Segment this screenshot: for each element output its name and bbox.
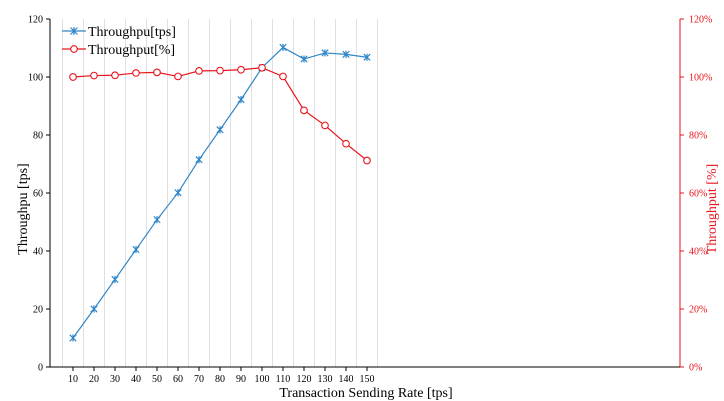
x-tick-label: 130 xyxy=(318,374,333,385)
right-tick-label: 20% xyxy=(689,305,707,316)
left-tick-label: 60 xyxy=(33,189,43,200)
series-throughput-tps xyxy=(69,43,371,342)
x-axis-title: Transaction Sending Rate [tps] xyxy=(279,386,452,401)
x-axis-ticks: 10 20 30 40 50 60 70 80 90 100 110 120 130 140 150 xyxy=(68,367,375,385)
data-point xyxy=(363,156,371,165)
left-tick-label: 20 xyxy=(33,305,43,316)
legend-item-throughput-tps: Throughpu[tps] xyxy=(62,25,176,40)
data-point xyxy=(237,65,245,74)
data-point xyxy=(342,139,350,148)
right-axis-title: Throughput [%] xyxy=(705,164,720,255)
data-point xyxy=(132,69,140,77)
data-point xyxy=(216,126,224,134)
data-point xyxy=(195,67,203,75)
left-tick-label: 120 xyxy=(28,15,43,26)
x-tick-label: 100 xyxy=(255,374,270,385)
left-tick-label: 100 xyxy=(28,73,43,84)
vertical-grid xyxy=(62,19,378,367)
series-line xyxy=(72,67,368,161)
legend-item-throughput-percent: Throughput[%] xyxy=(62,43,175,58)
right-tick-label: 60% xyxy=(689,189,707,200)
legend-circle-marker-icon xyxy=(70,45,78,53)
data-point xyxy=(195,156,203,164)
legend: Throughpu[tps] Throughput[%] xyxy=(62,25,176,58)
axes xyxy=(49,19,681,368)
right-tick-label: 120% xyxy=(689,15,712,26)
data-point xyxy=(321,49,329,57)
right-tick-label: 40% xyxy=(689,247,707,258)
data-point xyxy=(258,63,266,72)
x-tick-label: 90 xyxy=(236,374,246,385)
x-tick-label: 70 xyxy=(194,374,204,385)
data-point xyxy=(279,43,287,52)
x-tick-label: 150 xyxy=(360,374,375,385)
data-point xyxy=(153,68,161,77)
legend-star-marker-icon xyxy=(70,27,78,35)
x-tick-label: 40 xyxy=(131,374,141,385)
data-point xyxy=(279,72,287,81)
x-tick-label: 80 xyxy=(215,374,225,385)
data-point xyxy=(153,216,161,224)
right-tick-label: 80% xyxy=(689,131,707,142)
legend-label-throughput-percent: Throughput[%] xyxy=(88,43,175,58)
data-point xyxy=(342,50,350,59)
x-tick-label: 50 xyxy=(152,374,162,385)
data-point xyxy=(216,66,224,75)
x-tick-label: 10 xyxy=(68,374,78,385)
data-point xyxy=(321,121,329,130)
right-tick-label: 0% xyxy=(689,363,702,374)
left-axis-ticks: 0 20 40 60 80 100 120 xyxy=(28,15,50,374)
data-point xyxy=(174,189,182,197)
x-tick-label: 30 xyxy=(110,374,120,385)
data-point xyxy=(363,53,371,61)
left-tick-label: 40 xyxy=(33,247,43,258)
x-tick-label: 20 xyxy=(89,374,99,385)
data-point xyxy=(237,95,245,104)
series-throughput-percent xyxy=(69,63,371,165)
data-point xyxy=(90,305,98,313)
right-tick-label: 100% xyxy=(689,73,712,84)
data-point xyxy=(174,72,182,81)
data-point xyxy=(132,245,140,254)
data-point xyxy=(300,55,308,63)
right-axis-ticks: 0% 20% 40% 60% 80% 100% 120% xyxy=(680,15,712,374)
data-point xyxy=(69,334,77,342)
x-tick-label: 110 xyxy=(276,374,291,385)
x-tick-label: 60 xyxy=(173,374,183,385)
data-point xyxy=(300,106,308,115)
left-tick-label: 80 xyxy=(33,131,43,142)
x-tick-label: 120 xyxy=(297,374,312,385)
data-point xyxy=(69,73,77,81)
series-line xyxy=(72,46,368,339)
data-point xyxy=(111,275,119,284)
left-tick-label: 0 xyxy=(38,363,43,374)
data-point xyxy=(90,71,98,80)
series-layer xyxy=(69,43,371,342)
left-axis-title: Throughpu [tps] xyxy=(16,163,31,254)
data-point xyxy=(111,71,119,80)
x-tick-label: 140 xyxy=(339,374,354,385)
legend-label-throughput-tps: Throughpu[tps] xyxy=(88,25,176,40)
